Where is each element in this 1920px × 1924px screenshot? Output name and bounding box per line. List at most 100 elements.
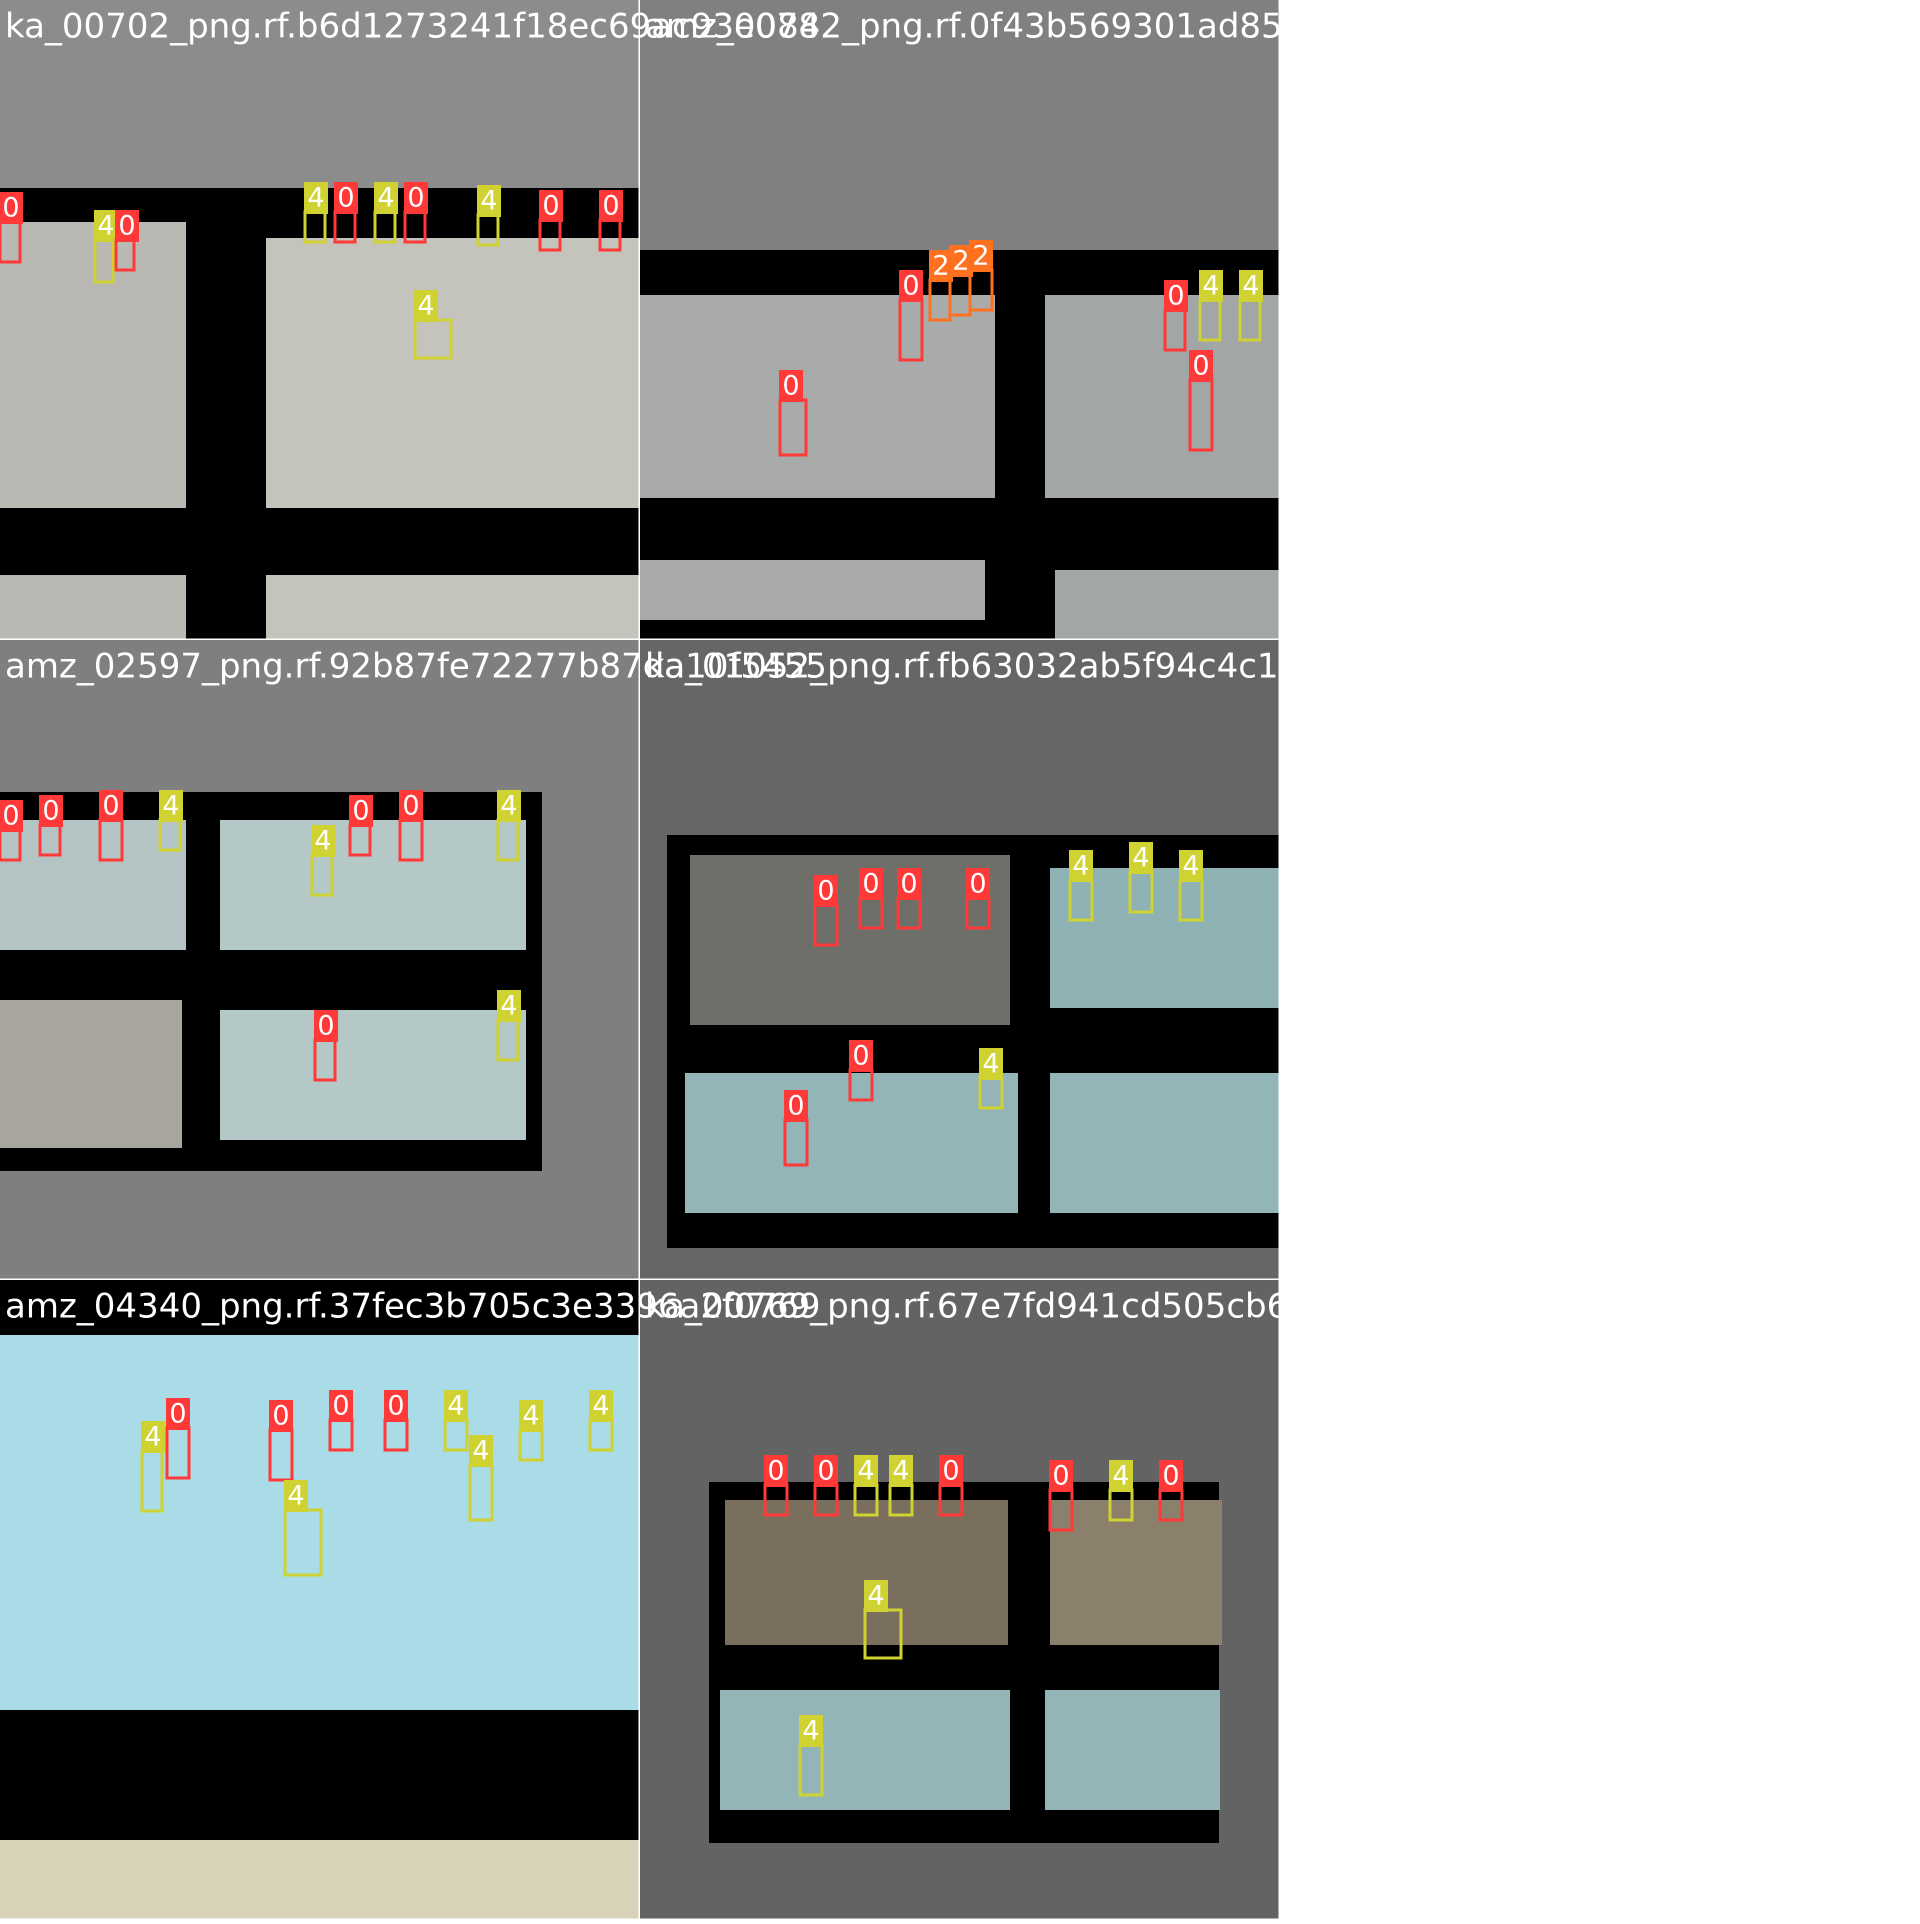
box-label: 0 <box>787 1091 804 1122</box>
photo <box>1050 1500 1222 1645</box>
photo <box>0 575 186 640</box>
box-label: 4 <box>867 1581 884 1612</box>
label-background <box>269 1400 293 1432</box>
label-background <box>384 1390 408 1422</box>
label-background <box>349 795 373 827</box>
box-label: 4 <box>1112 1461 1129 1492</box>
photo <box>720 1690 1010 1810</box>
box-label: 0 <box>332 1391 349 1422</box>
photo <box>0 820 186 950</box>
box-label: 0 <box>352 796 369 827</box>
label-background <box>1199 270 1223 302</box>
box-label: 4 <box>1182 851 1199 882</box>
label-background <box>0 192 23 224</box>
box-label: 0 <box>902 271 919 302</box>
box-label: 0 <box>942 1456 959 1487</box>
box-label: 4 <box>1202 271 1219 302</box>
tile-title: amz_02597_png.rf.92b87fe72277b87da10f545… <box>5 647 827 687</box>
box-label: 0 <box>387 1391 404 1422</box>
label-background <box>899 270 923 302</box>
tile: 04 04 0 4 0 4 0 04 <box>0 0 642 642</box>
box-label: 4 <box>417 291 434 322</box>
photo <box>0 1000 182 1148</box>
photo <box>640 560 985 620</box>
label-background <box>414 290 438 322</box>
box-label: 0 <box>817 1456 834 1487</box>
label-background <box>864 1580 888 1612</box>
label-background <box>497 790 521 822</box>
box-label: 4 <box>144 1422 161 1453</box>
label-background <box>166 1398 190 1430</box>
photo <box>1050 1073 1280 1213</box>
label-background <box>1109 1460 1133 1492</box>
box-label: 2 <box>952 246 969 277</box>
box-label: 4 <box>802 1716 819 1747</box>
photo <box>0 1840 640 1920</box>
box-label: 0 <box>852 1041 869 1072</box>
label-background <box>311 825 335 857</box>
box-label: 0 <box>1192 351 1209 382</box>
box-label: 4 <box>287 1481 304 1512</box>
box-label: 0 <box>2 801 19 832</box>
label-background <box>469 1435 493 1467</box>
label-background <box>374 182 398 214</box>
label-background <box>859 868 883 900</box>
box-label: 2 <box>972 241 989 272</box>
photo <box>266 575 640 640</box>
label-background <box>939 1455 963 1487</box>
label-background <box>814 1455 838 1487</box>
box-label: 0 <box>169 1399 186 1430</box>
label-background <box>1189 350 1213 382</box>
box-label: 0 <box>337 183 354 214</box>
label-background <box>1159 1460 1183 1492</box>
box-label: 4 <box>314 826 331 857</box>
box-label: 0 <box>782 371 799 402</box>
label-background <box>477 185 501 217</box>
label-background <box>159 790 183 822</box>
tile: 002 2 20 4 40 <box>640 0 1282 642</box>
box-label: 4 <box>472 1436 489 1467</box>
box-label: 4 <box>162 791 179 822</box>
box-label: 4 <box>857 1456 874 1487</box>
label-background <box>589 1390 613 1422</box>
box-label: 0 <box>42 796 59 827</box>
label-background <box>94 210 118 242</box>
label-background <box>799 1715 823 1747</box>
tile: 0 0 4 4 0 0 4 044 <box>640 1280 1282 1922</box>
label-background <box>1049 1460 1073 1492</box>
label-background <box>897 868 921 900</box>
box-label: 4 <box>500 991 517 1022</box>
box-label: 4 <box>447 1391 464 1422</box>
box-label: 0 <box>317 1011 334 1042</box>
tile-title: ka_00702_png.rf.b6d1273241f18ec69ac93e07… <box>5 7 820 47</box>
tile-title: amz_04340_png.rf.37fec3b705c3e3396a2f076… <box>5 1287 820 1327</box>
label-background <box>284 1480 308 1512</box>
box-label: 4 <box>892 1456 909 1487</box>
box-label: 0 <box>817 876 834 907</box>
box-label: 0 <box>272 1401 289 1432</box>
label-background <box>115 210 139 242</box>
box-label: 4 <box>592 1391 609 1422</box>
label-background <box>141 1421 165 1453</box>
box-label: 2 <box>932 251 949 282</box>
label-background <box>539 190 563 222</box>
tile: 0 0 0 440 0 404 <box>0 640 642 1282</box>
box-label: 4 <box>307 183 324 214</box>
label-background <box>497 990 521 1022</box>
label-background <box>1164 280 1188 312</box>
box-label: 0 <box>2 193 19 224</box>
label-background <box>1179 850 1203 882</box>
label-background <box>329 1390 353 1422</box>
label-background <box>969 240 993 272</box>
box-label: 0 <box>402 791 419 822</box>
tile-title: ka_01052_png.rf.fb63032ab5f94c4c1f3510f2 <box>645 647 1411 687</box>
label-background <box>979 1048 1003 1080</box>
box-label: 4 <box>1242 271 1259 302</box>
label-background <box>334 182 358 214</box>
label-background <box>854 1455 878 1487</box>
box-label: 4 <box>500 791 517 822</box>
label-background <box>99 790 123 822</box>
